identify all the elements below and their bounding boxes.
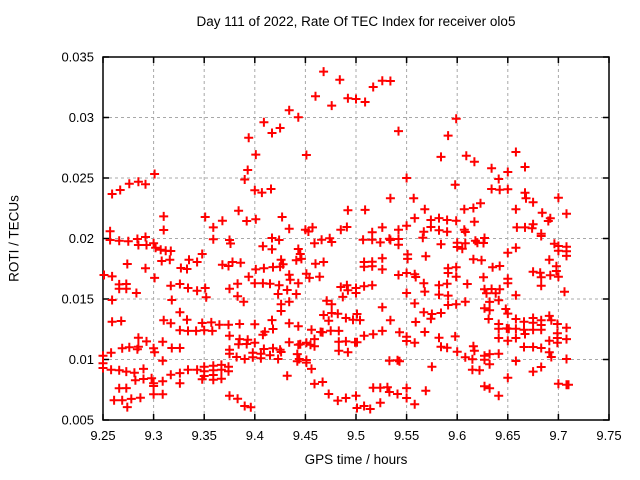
x-tick-label: 9.7	[549, 428, 567, 443]
x-tick-label: 9.35	[192, 428, 217, 443]
y-tick-label: 0.02	[69, 231, 94, 246]
x-tick-label: 9.55	[394, 428, 419, 443]
x-tick-label: 9.5	[347, 428, 365, 443]
scatter-points	[98, 67, 573, 414]
x-tick-label: 9.25	[90, 428, 115, 443]
x-tick-label: 9.3	[145, 428, 163, 443]
x-tick-label: 9.75	[596, 428, 621, 443]
plot-border	[102, 56, 610, 421]
y-tick-label: 0.025	[61, 171, 94, 186]
x-tick-label: 9.45	[293, 428, 318, 443]
chart-title: Day 111 of 2022, Rate Of TEC Index for r…	[196, 14, 516, 29]
y-tick-label: 0.01	[69, 352, 94, 367]
x-axis-label: GPS time / hours	[304, 452, 408, 467]
y-tick-label: 0.03	[69, 110, 94, 125]
grid-lines	[103, 57, 609, 420]
y-tick-label: 0.005	[61, 413, 94, 428]
x-tick-label: 9.65	[495, 428, 520, 443]
y-tick-label: 0.015	[61, 292, 94, 307]
x-tick-label: 9.6	[448, 428, 466, 443]
x-tick-label: 9.4	[246, 428, 264, 443]
y-axis-label: ROTI / TECUs	[6, 195, 22, 282]
y-tick-label: 0.035	[61, 50, 94, 65]
